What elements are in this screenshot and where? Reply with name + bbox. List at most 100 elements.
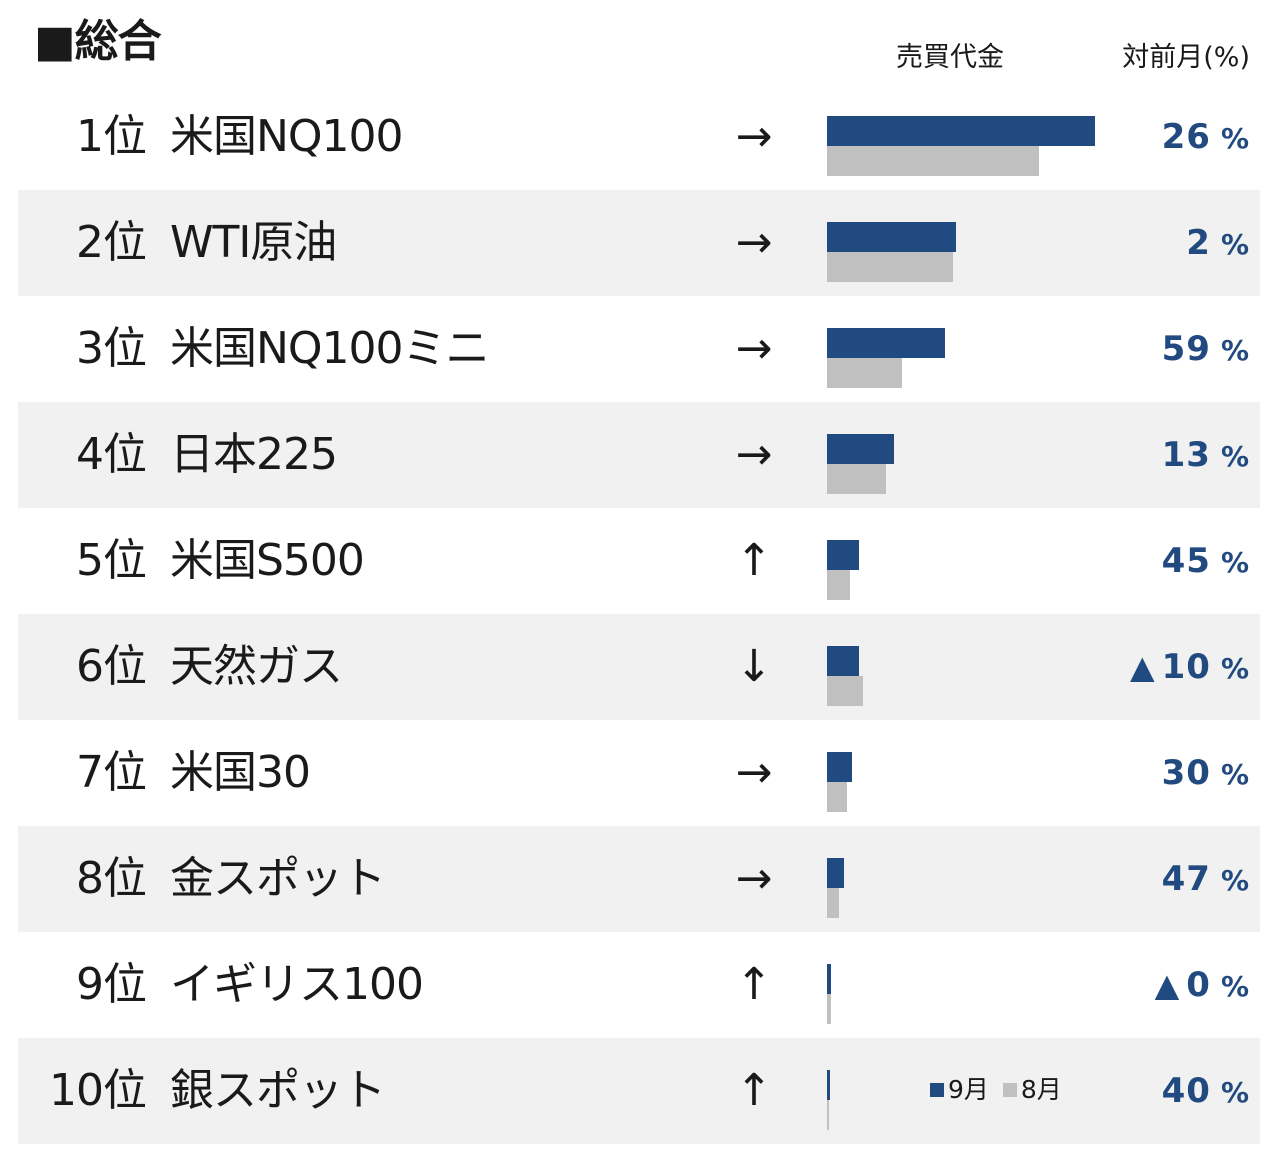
legend-swatch-current — [930, 1083, 944, 1097]
mom-value: 13% — [1162, 402, 1250, 510]
mom-value: 30% — [1162, 720, 1250, 828]
volume-bars — [827, 858, 1107, 918]
mom-number: 10 — [1161, 647, 1211, 687]
rank-label: 5位 — [76, 535, 147, 586]
rank-label: 8位 — [76, 853, 147, 904]
trend-arrow-icon: ↓ — [735, 641, 773, 692]
percent-sign: % — [1220, 546, 1250, 579]
trend-arrow-icon: → — [735, 217, 773, 268]
ranking-row: 9位 イギリス100 ↑ ▲ 0% — [18, 932, 1260, 1038]
mom-value: ▲ 0% — [1155, 932, 1250, 1040]
bar-previous-month — [827, 146, 1039, 176]
mom-number: 26 — [1161, 117, 1211, 157]
volume-bars — [827, 328, 1107, 388]
legend-swatch-previous — [1002, 1083, 1017, 1097]
trend-arrow-icon: → — [735, 111, 773, 162]
trend-arrow-icon: ↑ — [735, 959, 773, 1010]
percent-sign: % — [1220, 122, 1250, 155]
rank-label: 10位 — [49, 1065, 147, 1116]
mom-value: 47% — [1162, 826, 1250, 934]
rank-label: 4位 — [76, 429, 147, 480]
instrument-name: WTI原油 — [170, 217, 337, 268]
bar-current-month — [827, 1070, 830, 1100]
trend-arrow-icon: ↑ — [735, 535, 773, 586]
decrease-triangle-icon: ▲ — [1154, 966, 1181, 1004]
bar-previous-month — [827, 1100, 829, 1130]
volume-bars — [827, 222, 1107, 282]
percent-sign: % — [1220, 228, 1250, 261]
percent-sign: % — [1220, 652, 1250, 685]
ranking-row: 10位 銀スポット ↑ 40% — [18, 1038, 1260, 1144]
bar-previous-month — [827, 570, 850, 600]
bar-current-month — [827, 222, 956, 252]
mom-value: 45% — [1162, 508, 1250, 616]
header-mom: 対前月(%) — [1122, 42, 1250, 73]
ranking-row: 4位 日本225 → 13% — [18, 402, 1260, 508]
mom-number: 30 — [1161, 753, 1211, 793]
percent-sign: % — [1220, 864, 1250, 897]
volume-bars — [827, 116, 1107, 176]
rank-label: 6位 — [76, 641, 147, 692]
rank-label: 1位 — [76, 111, 147, 162]
instrument-name: 銀スポット — [170, 1065, 386, 1116]
ranking-row: 7位 米国30 → 30% — [18, 720, 1260, 826]
page-title: ■総合 — [34, 16, 162, 67]
instrument-name: 米国NQ100 — [170, 111, 404, 162]
mom-value: 26% — [1162, 84, 1250, 192]
mom-value: 59% — [1162, 296, 1250, 404]
rank-label: 2位 — [76, 217, 147, 268]
trend-arrow-icon: → — [735, 323, 773, 374]
rank-label: 9位 — [76, 959, 147, 1010]
mom-value: ▲ 10% — [1130, 614, 1250, 722]
bar-previous-month — [827, 358, 902, 388]
bar-current-month — [827, 434, 894, 464]
percent-sign: % — [1220, 1076, 1250, 1109]
instrument-name: 米国NQ100ミニ — [170, 323, 490, 374]
ranking-row: 3位 米国NQ100ミニ → 59% — [18, 296, 1260, 402]
bar-current-month — [827, 858, 844, 888]
chart-legend: 9月 8月 — [930, 1072, 1062, 1108]
ranking-table: 1位 米国NQ100 → 26% 2位 WTI原油 → 2% 3位 米国NQ10… — [18, 84, 1260, 1144]
instrument-name: イギリス100 — [170, 959, 424, 1010]
trend-arrow-icon: → — [735, 853, 773, 904]
mom-value: 40% — [1162, 1038, 1250, 1146]
instrument-name: 金スポット — [170, 853, 386, 904]
rank-label: 3位 — [76, 323, 147, 374]
bar-previous-month — [827, 782, 847, 812]
bar-previous-month — [827, 888, 839, 918]
bar-previous-month — [827, 464, 886, 494]
instrument-name: 日本225 — [170, 429, 338, 480]
trend-arrow-icon: ↑ — [735, 1065, 773, 1116]
mom-number: 47 — [1161, 859, 1211, 899]
ranking-row: 6位 天然ガス ↓ ▲ 10% — [18, 614, 1260, 720]
volume-bars — [827, 1070, 1107, 1130]
bar-previous-month — [827, 252, 953, 282]
volume-bars — [827, 964, 1107, 1024]
trend-arrow-icon: → — [735, 747, 773, 798]
volume-bars — [827, 540, 1107, 600]
bar-current-month — [827, 752, 852, 782]
ranking-row: 5位 米国S500 ↑ 45% — [18, 508, 1260, 614]
mom-value: 2% — [1186, 190, 1250, 298]
percent-sign: % — [1220, 970, 1250, 1003]
decrease-triangle-icon: ▲ — [1130, 648, 1156, 686]
trend-arrow-icon: → — [735, 429, 773, 480]
instrument-name: 米国S500 — [170, 535, 365, 586]
ranking-row: 1位 米国NQ100 → 26% — [18, 84, 1260, 190]
ranking-row: 8位 金スポット → 47% — [18, 826, 1260, 932]
bar-current-month — [827, 116, 1095, 146]
volume-bars — [827, 434, 1107, 494]
percent-sign: % — [1220, 758, 1250, 791]
mom-number: 59 — [1161, 329, 1211, 369]
mom-number: 40 — [1161, 1071, 1211, 1111]
mom-number: 2 — [1186, 223, 1211, 263]
mom-number: 13 — [1161, 435, 1211, 475]
mom-number: 45 — [1161, 541, 1211, 581]
instrument-name: 米国30 — [170, 747, 311, 798]
volume-bars — [827, 752, 1107, 812]
rank-label: 7位 — [76, 747, 147, 798]
bar-current-month — [827, 540, 859, 570]
percent-sign: % — [1220, 334, 1250, 367]
header-volume: 売買代金 — [896, 42, 1004, 73]
